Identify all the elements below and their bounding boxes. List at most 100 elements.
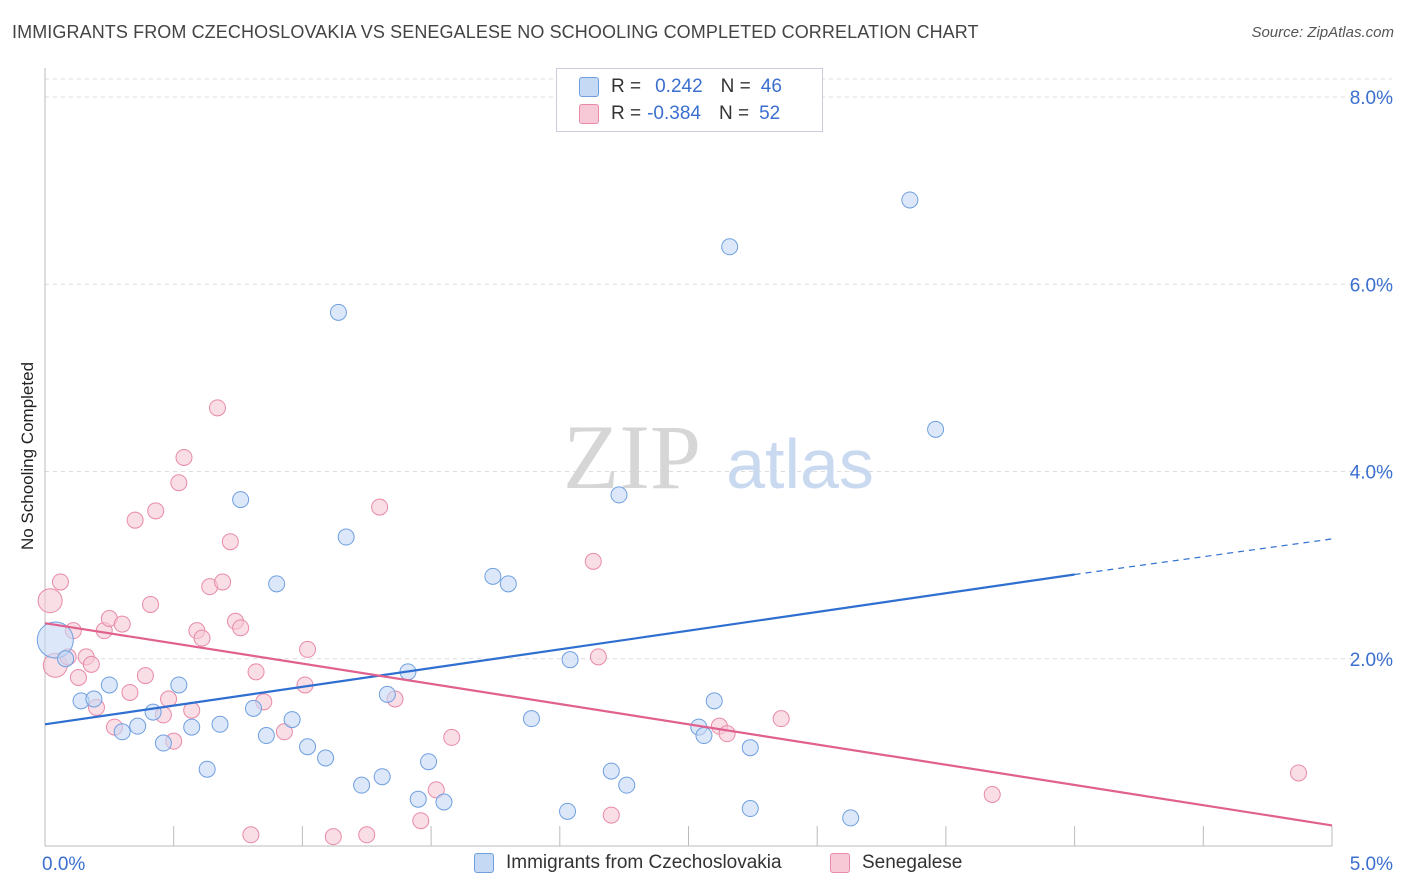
legend-row-senegalese: R = -0.384 N = 52: [579, 102, 780, 126]
czechoslovakia-point: [378, 685, 396, 703]
czechoslovakia-point: [211, 715, 229, 733]
senegalese-point: [142, 595, 160, 613]
czechoslovakia-point: [85, 690, 103, 708]
grid-lines: [45, 78, 1392, 660]
watermark-zip: ZIP: [563, 406, 701, 508]
n-value: 46: [760, 76, 782, 97]
blue-swatch-icon: [474, 853, 494, 873]
czechoslovakia-point: [170, 676, 188, 694]
czechoslovakia-point: [299, 738, 317, 756]
blue-swatch-icon: [579, 77, 599, 97]
bottom-legend-senegalese: Senegalese: [830, 852, 962, 874]
senegalese-point: [983, 786, 1001, 804]
senegalese-points: [37, 399, 1308, 846]
senegalese-point: [589, 648, 607, 666]
senegalese-point: [82, 655, 100, 673]
czechoslovakia-point: [244, 699, 262, 717]
legend-row-czechoslovakia: R = 0.242 N = 46: [579, 75, 782, 99]
source-label: Source: ZipAtlas.com: [1251, 24, 1394, 41]
senegalese-point: [175, 448, 193, 466]
czechoslovakia-point: [602, 762, 620, 780]
czechoslovakia-point: [522, 710, 540, 728]
czechoslovakia-point: [232, 491, 250, 509]
senegalese-point: [427, 781, 445, 799]
senegalese-point: [242, 826, 260, 844]
czechoslovakia-point: [268, 575, 286, 593]
czechoslovakia-point: [329, 303, 347, 321]
czechoslovakia-point: [257, 727, 275, 745]
legend-label: Immigrants from Czechoslovakia: [506, 852, 782, 873]
czechoslovakia-point: [559, 802, 577, 820]
czechoslovakia-point: [113, 723, 131, 741]
senegalese-point: [275, 723, 293, 741]
senegalese-point: [324, 828, 342, 846]
czechoslovakia-point: [499, 575, 517, 593]
czechoslovakia-point: [695, 727, 713, 745]
czechoslovakia-point: [154, 734, 172, 752]
czechoslovakia-point: [618, 776, 636, 794]
senegalese-point: [412, 812, 430, 830]
r-label: R =: [611, 76, 642, 97]
senegalese-point: [170, 474, 188, 492]
czechoslovakia-point: [901, 191, 919, 209]
czechoslovakia-point: [610, 486, 628, 504]
czechoslovakia-point: [409, 790, 427, 808]
senegalese-trend-line: [44, 622, 1333, 827]
x-tick-label: 0.0%: [42, 854, 85, 875]
senegalese-point: [371, 498, 389, 516]
senegalese-point: [1290, 764, 1308, 782]
y-tick-label: 2.0%: [1350, 650, 1393, 671]
correlation-legend: R = 0.242 N = 46 R = -0.384 N = 52: [556, 68, 823, 132]
czechoslovakia-point: [741, 800, 759, 818]
czechoslovakia-point: [100, 676, 118, 694]
senegalese-point: [232, 619, 250, 637]
senegalese-point: [718, 725, 736, 743]
czechoslovakia-point: [353, 776, 371, 794]
pink-swatch-icon: [830, 853, 850, 873]
senegalese-point: [147, 502, 165, 520]
x-tick-label: 5.0%: [1350, 854, 1393, 875]
trend-lines: [44, 538, 1333, 827]
senegalese-point: [247, 663, 265, 681]
czechoslovakia-point: [183, 718, 201, 736]
watermark: ZIP atlas: [563, 406, 874, 508]
czechoslovakia-point: [198, 760, 216, 778]
pink-swatch-icon: [579, 104, 599, 124]
czechoslovakia-point: [435, 793, 453, 811]
czechoslovakia-trend-line: [44, 573, 1075, 726]
senegalese-point: [584, 552, 602, 570]
czechoslovakia-point: [721, 238, 739, 256]
senegalese-point: [126, 511, 144, 529]
senegalese-point: [772, 710, 790, 728]
senegalese-point: [358, 826, 376, 844]
y-tick-label: 6.0%: [1350, 275, 1393, 296]
n-value: 52: [759, 103, 781, 124]
chart-title: IMMIGRANTS FROM CZECHOSLOVAKIA VS SENEGA…: [12, 22, 979, 42]
czechoslovakia-trend-extension: [1074, 538, 1333, 576]
czechoslovakia-point: [842, 809, 860, 827]
czechoslovakia-point: [57, 650, 75, 668]
senegalese-point: [136, 667, 154, 685]
czechoslovakia-point: [741, 739, 759, 757]
senegalese-point: [602, 806, 620, 824]
senegalese-point: [221, 533, 239, 551]
senegalese-point: [208, 399, 226, 417]
senegalese-point: [121, 683, 139, 701]
czechoslovakia-point: [337, 528, 355, 546]
senegalese-point: [69, 668, 87, 686]
tick-labels: 2.0% 4.0% 6.0% 8.0% 0.0% 5.0%: [42, 88, 1393, 875]
senegalese-point: [443, 728, 461, 746]
czechoslovakia-point: [484, 567, 502, 585]
r-label: R =: [611, 103, 642, 124]
senegalese-point: [113, 615, 131, 633]
senegalese-point: [51, 573, 69, 591]
czechoslovakia-point: [927, 420, 945, 438]
legend-label: Senegalese: [862, 852, 963, 873]
bottom-legend-czechoslovakia: Immigrants from Czechoslovakia: [474, 852, 782, 874]
watermark-atlas: atlas: [726, 425, 874, 503]
czechoslovakia-point: [373, 768, 391, 786]
czechoslovakia-point: [561, 651, 579, 669]
y-tick-label: 4.0%: [1350, 463, 1393, 484]
r-value: 0.242: [655, 76, 703, 97]
